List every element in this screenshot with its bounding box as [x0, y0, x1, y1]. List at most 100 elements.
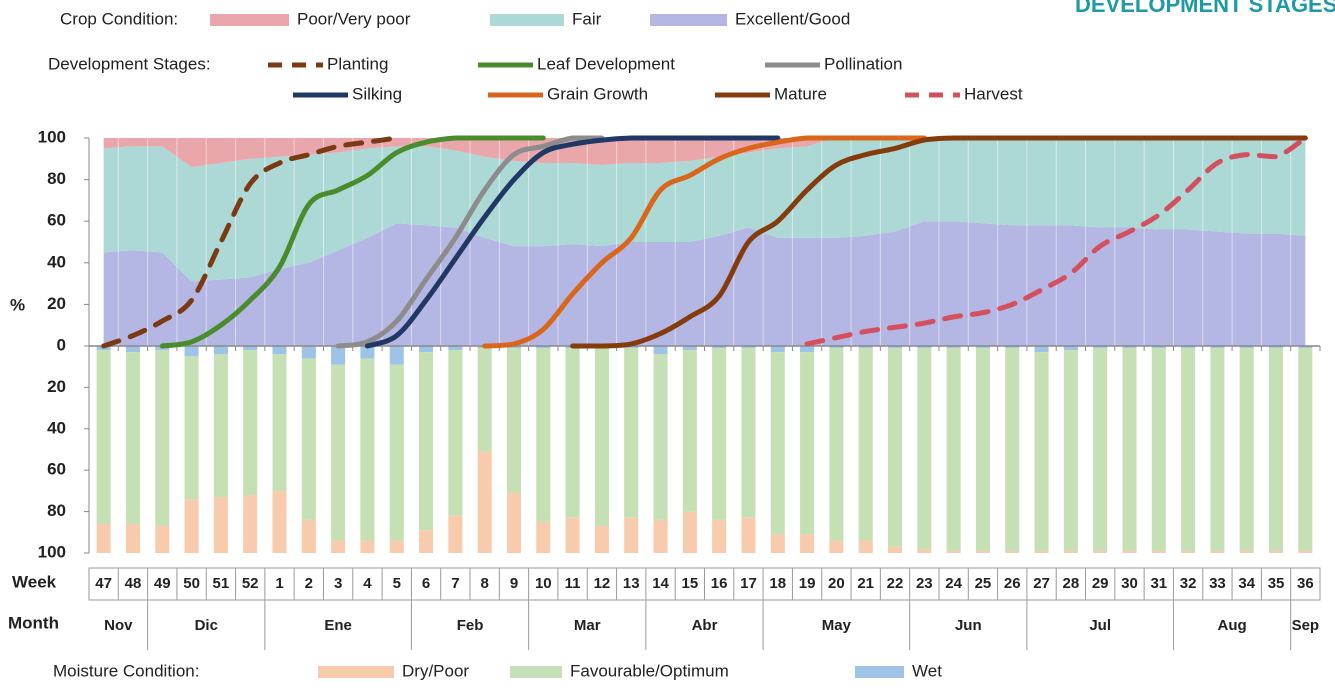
x-tick-label: 11 — [565, 575, 581, 592]
moisture-bar — [213, 497, 228, 553]
moisture-bar — [682, 346, 697, 351]
x-tick-label: 4 — [363, 575, 372, 592]
moisture-bar — [1093, 348, 1108, 551]
moisture-bar — [536, 521, 551, 553]
moisture-bar — [272, 346, 287, 355]
month-label: Jun — [955, 617, 982, 634]
x-tick-label: 15 — [682, 575, 699, 592]
x-tick-label: 49 — [154, 575, 171, 592]
stage-line — [335, 135, 605, 349]
moisture-bar — [594, 526, 609, 553]
moisture-bar — [975, 346, 990, 349]
stage-line — [101, 135, 400, 349]
legend-label: Poor/Very poor — [297, 9, 411, 28]
moisture-bar — [1005, 346, 1020, 349]
moisture-bar — [624, 348, 639, 518]
row-label: Week — [12, 572, 57, 591]
moisture-bar — [360, 346, 375, 359]
x-tick-label: 9 — [510, 575, 518, 592]
moisture-bar — [565, 348, 580, 518]
moisture-bar — [1210, 550, 1225, 553]
x-tick-label: 17 — [740, 575, 757, 592]
moisture-bar — [448, 350, 463, 516]
moisture-bar — [829, 540, 844, 553]
moisture-bar — [800, 352, 815, 535]
legend-swatch — [210, 14, 289, 26]
moisture-bar — [331, 346, 346, 365]
moisture-bar — [301, 358, 316, 520]
legend-title: Moisture Condition: — [53, 661, 199, 680]
moisture-bar — [1298, 348, 1313, 551]
moisture-bar — [887, 546, 903, 553]
moisture-bar — [448, 346, 463, 351]
y-tick-label: 0 — [57, 335, 66, 354]
moisture-bar — [96, 350, 111, 525]
moisture-bar — [506, 346, 522, 349]
moisture-bar — [1151, 346, 1166, 349]
stage-line — [159, 135, 546, 349]
moisture-bar — [917, 348, 932, 549]
month-label: Dic — [195, 617, 218, 634]
moisture-bar — [858, 346, 873, 349]
legend-swatch — [318, 666, 394, 678]
moisture-bar — [1181, 348, 1196, 551]
moisture-bar — [125, 346, 140, 353]
month-label: Jul — [1089, 617, 1111, 634]
moisture-bar — [741, 346, 756, 349]
moisture-bar — [975, 550, 990, 553]
moisture-bar — [243, 350, 258, 496]
y-tick-label: 60 — [47, 211, 66, 230]
month-label: Ene — [324, 617, 352, 634]
moisture-bar — [1239, 550, 1254, 553]
x-tick-label: 10 — [535, 575, 552, 592]
legend-label: Mature — [774, 84, 827, 103]
moisture-bar — [829, 346, 844, 349]
moisture-bar — [1269, 550, 1284, 553]
moisture-bar — [1005, 550, 1020, 553]
moisture-bar — [887, 348, 903, 547]
moisture-bar — [96, 524, 111, 553]
legend-label: Favourable/Optimum — [570, 661, 729, 680]
legend-label: Dry/Poor — [402, 661, 469, 680]
moisture-bar — [1093, 346, 1108, 349]
moisture-bar — [858, 540, 873, 553]
moisture-bar — [712, 346, 727, 349]
x-tick-label: 28 — [1063, 575, 1080, 592]
y-tick-label: 100 — [38, 127, 66, 146]
moisture-bar — [917, 548, 932, 553]
moisture-bar — [1239, 348, 1254, 551]
moisture-bar — [331, 540, 346, 553]
chart-title: DEVELOPMENT STAGES — [1075, 0, 1335, 17]
moisture-bar — [653, 519, 668, 553]
moisture-bar — [506, 348, 522, 493]
x-tick-label: 24 — [945, 575, 962, 592]
moisture-bar — [360, 540, 375, 553]
moisture-bar — [594, 348, 609, 527]
moisture-bar — [331, 364, 346, 541]
x-tick-label: 20 — [828, 575, 845, 592]
x-tick-label: 3 — [334, 575, 342, 592]
moisture-bar — [800, 534, 815, 553]
x-tick-label: 48 — [125, 575, 142, 592]
moisture-bar — [1269, 348, 1284, 551]
moisture-bar — [800, 346, 815, 353]
month-label: Nov — [104, 617, 133, 634]
moisture-bar — [272, 490, 287, 553]
moisture-bar — [184, 499, 199, 553]
month-label: Abr — [692, 617, 718, 634]
moisture-bar — [1005, 348, 1020, 551]
moisture-bar — [448, 515, 463, 553]
moisture-bar — [1063, 550, 1078, 553]
moisture-bar — [770, 346, 785, 353]
y-tick-label: 60 — [47, 460, 66, 479]
stage-line — [364, 135, 781, 349]
moisture-bar — [653, 346, 668, 355]
moisture-bar — [682, 511, 697, 553]
month-label: Aug — [1217, 617, 1246, 634]
moisture-bar — [1151, 348, 1166, 551]
x-tick-label: 21 — [857, 575, 874, 592]
moisture-bar — [184, 356, 199, 500]
x-tick-label: 33 — [1209, 575, 1226, 592]
moisture-bar — [712, 348, 727, 520]
moisture-bar — [946, 348, 961, 551]
